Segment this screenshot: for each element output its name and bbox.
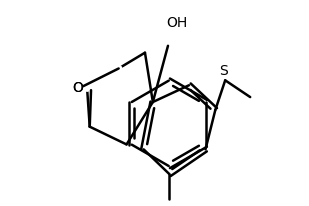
Text: S: S bbox=[219, 64, 228, 77]
Text: O: O bbox=[72, 81, 83, 95]
Text: OH: OH bbox=[166, 16, 187, 30]
Text: O: O bbox=[72, 81, 83, 95]
